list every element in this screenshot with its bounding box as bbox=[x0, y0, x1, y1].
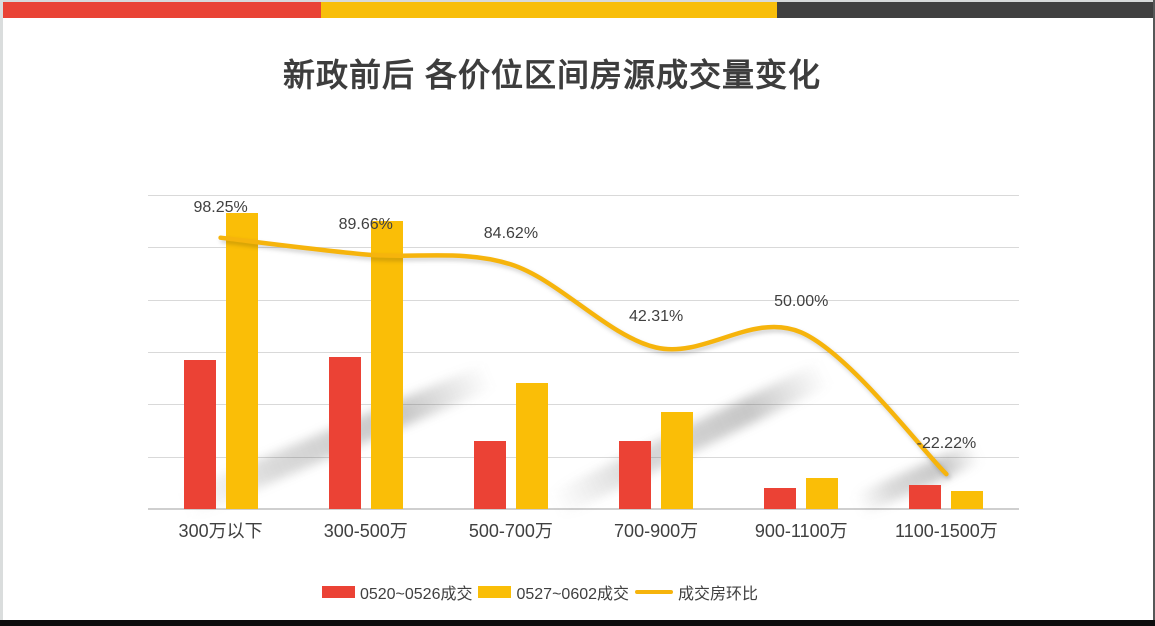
data-label-300-500万: 89.66% bbox=[338, 215, 393, 233]
bar-0520~0526成交-900-1100万 bbox=[764, 488, 797, 509]
window-border-left bbox=[0, 0, 3, 620]
data-label-500-700万: 84.62% bbox=[483, 225, 539, 243]
ratio-line bbox=[218, 235, 949, 477]
x-axis-line bbox=[148, 508, 1019, 510]
bar-0520~0526成交-300万以下 bbox=[183, 359, 216, 509]
legend-swatch-icon bbox=[478, 586, 512, 598]
header-bar-red-segment bbox=[3, 2, 321, 18]
bar-0520~0526成交-1100-1500万 bbox=[909, 485, 942, 509]
legend-label: 成交房环比 bbox=[678, 586, 759, 603]
legend-item-成交房环比: 成交房环比 bbox=[635, 580, 758, 604]
footer-bar bbox=[0, 620, 1155, 626]
gridline bbox=[148, 195, 1019, 196]
bar-0527~0602成交-300-500万 bbox=[370, 221, 403, 509]
gridline bbox=[148, 299, 1019, 301]
ratio-line-layer bbox=[218, 235, 949, 477]
window-border-top bbox=[0, 0, 1155, 2]
chart-title: 新政前后 各价位区间房源成交量变化 bbox=[283, 57, 821, 93]
header-bar-dark-segment bbox=[777, 2, 1153, 18]
plot-area: 98.25% 89.66% 84.62% 42.31% 50.00% -22.22% bbox=[148, 195, 1019, 517]
legend-swatch-icon bbox=[321, 586, 355, 598]
gridline bbox=[148, 456, 1019, 458]
category-label-700-900万: 700-900万 bbox=[614, 521, 699, 541]
bar-0520~0526成交-500-700万 bbox=[473, 440, 506, 509]
data-label-300万以下: 98.25% bbox=[193, 198, 248, 216]
category-label-500-700万: 500-700万 bbox=[468, 521, 553, 541]
bar-0527~0602成交-500-700万 bbox=[515, 383, 548, 509]
category-axis: 300万以下 300-500万 500-700万 700-900万 900-1100万 1… bbox=[148, 518, 1019, 548]
category-label-900-1100万: 900-1100万 bbox=[754, 521, 848, 541]
header-accent-bar bbox=[3, 2, 1153, 18]
bar-0520~0526成交-700-900万 bbox=[619, 440, 652, 509]
bar-0527~0602成交-900-1100万 bbox=[806, 477, 839, 509]
legend-label: 0527~0602成交 bbox=[516, 586, 630, 603]
legend: 0520~0526成交 0527~0602成交 成交房环比 bbox=[0, 580, 1080, 604]
legend-label: 0520~0526成交 bbox=[359, 586, 473, 603]
bar-0527~0602成交-700-900万 bbox=[661, 412, 694, 509]
bar-0527~0602成交-1100-1500万 bbox=[951, 490, 984, 509]
legend-item-0527~0602成交: 0527~0602成交 bbox=[478, 580, 629, 604]
category-label-300-500万: 300-500万 bbox=[323, 521, 408, 541]
legend-item-0520~0526成交: 0520~0526成交 bbox=[321, 580, 473, 604]
category-label-300万以下: 300万以下 bbox=[178, 521, 263, 541]
bar-0527~0602成交-300万以下 bbox=[225, 213, 258, 509]
gridline bbox=[148, 247, 1019, 249]
data-label-700-900万: 42.31% bbox=[628, 308, 684, 326]
data-label-900-1100万: 50.00% bbox=[774, 293, 829, 311]
category-label-1100-1500万: 1100-1500万 bbox=[895, 521, 998, 541]
gridline bbox=[148, 404, 1019, 406]
gridline bbox=[148, 352, 1019, 353]
header-bar-yellow-segment bbox=[321, 2, 777, 18]
bar-0520~0526成交-300-500万 bbox=[328, 357, 361, 509]
legend-line-icon bbox=[635, 590, 674, 594]
window-border-right bbox=[1153, 0, 1155, 620]
data-label-1100-1500万: -22.22% bbox=[916, 435, 977, 453]
